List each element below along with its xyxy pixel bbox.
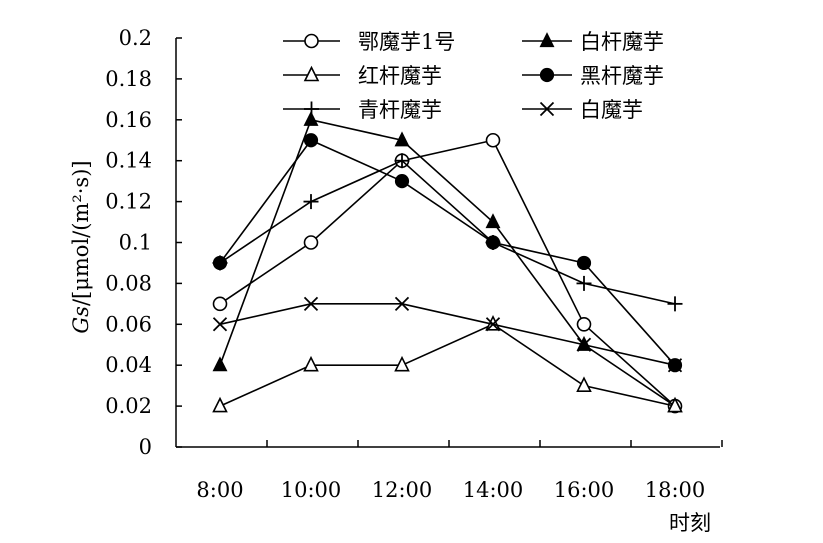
data-point [576, 376, 592, 392]
data-point [485, 317, 501, 332]
legend-item: 鄂魔芋1号 [283, 30, 455, 54]
x-tick-label: 14:00 [463, 478, 524, 502]
series-line [219, 303, 676, 366]
data-point [394, 131, 410, 147]
y-tick-label: 0.18 [105, 67, 152, 91]
y-tick-label: 0.1 [119, 231, 152, 255]
series-1 [212, 132, 683, 414]
data-point [303, 355, 319, 372]
series-5 [212, 153, 683, 312]
y-tick-label: 0.2 [119, 26, 152, 50]
legend-marker [539, 101, 555, 117]
legend-marker [539, 32, 555, 48]
x-tick-label: 12:00 [372, 478, 433, 502]
data-point [394, 296, 410, 311]
legend-item: 红杆魔芋 [283, 64, 442, 88]
data-point [303, 194, 319, 210]
data-point [485, 132, 501, 148]
data-point [394, 355, 410, 372]
legend-marker [539, 67, 555, 83]
series-line [219, 139, 676, 366]
legend-label: 红杆魔芋 [358, 64, 442, 88]
legend-item: 黑杆魔芋 [522, 64, 664, 88]
data-point [212, 396, 228, 413]
legend-label: 黑杆魔芋 [580, 64, 664, 88]
x-tick-label: 10:00 [281, 478, 342, 502]
x-tick-label: 16:00 [554, 478, 615, 502]
data-point [394, 153, 410, 169]
series-line [219, 139, 676, 407]
data-point [667, 358, 683, 373]
legend-item: 白杆魔芋 [522, 30, 664, 54]
y-tick-label: 0.14 [105, 149, 152, 173]
cross-marker-b [539, 101, 555, 117]
data-point [576, 275, 592, 291]
data-point [394, 174, 410, 189]
y-tick-label: 0.04 [105, 353, 152, 377]
data-point [212, 356, 228, 372]
series-3 [212, 315, 683, 413]
legend-label: 鄂魔芋1号 [358, 30, 455, 54]
cross-marker-b [394, 296, 410, 311]
y-tick-label: 0.02 [105, 394, 152, 418]
data-point [667, 396, 683, 413]
data-point [485, 235, 501, 250]
series-2 [212, 110, 683, 413]
y-axis-label-symbol: Gs [69, 306, 93, 334]
y-axis-label-unit: /[μmol/(m²·s)] [69, 160, 93, 306]
data-point [212, 296, 228, 312]
series-line [219, 159, 676, 305]
data-point [576, 337, 592, 352]
x-tick-label: 8:00 [196, 478, 243, 502]
y-tick-label: 0.12 [105, 190, 152, 214]
x-axis-label: 时刻 [669, 511, 711, 535]
legend-label: 白杆魔芋 [580, 30, 664, 54]
data-point [576, 255, 592, 271]
legend-item: 白魔芋 [522, 98, 643, 122]
data-point [212, 255, 228, 271]
data-point [212, 317, 228, 332]
data-point [576, 316, 592, 332]
data-point [303, 110, 319, 126]
legend-label: 白魔芋 [580, 98, 643, 122]
legend-label: 青杆魔芋 [358, 98, 442, 122]
legend-marker [304, 33, 319, 49]
cross-marker-b [485, 317, 501, 332]
legend-marker [303, 65, 320, 82]
cross-marker-b [212, 317, 228, 332]
data-point [303, 296, 319, 311]
y-tick-label: 0.16 [105, 108, 152, 132]
y-tick-label: 0.06 [105, 312, 152, 336]
series-line [219, 118, 676, 407]
series-4 [212, 133, 683, 373]
y-axis-label: Gs/[μmol/(m²·s)] [69, 160, 93, 333]
cross-marker-b [303, 296, 319, 311]
series-line [219, 323, 676, 407]
y-axis-ticks: 0 0.02 0.04 0.06 0.08 0.1 0.12 0.14 0.16 0.18 0.2 [105, 26, 182, 459]
series-group [212, 110, 683, 414]
data-point [303, 235, 319, 250]
cross-marker-b [576, 337, 592, 352]
legend-marker [304, 101, 319, 117]
cross-marker-b [667, 358, 683, 373]
data-point [303, 133, 319, 148]
x-axis-ticks: 8:00 10:00 12:00 14:00 16:00 18:00 [196, 440, 723, 502]
y-tick-label: 0 [139, 435, 152, 459]
data-point [667, 296, 683, 312]
series-6 [212, 296, 683, 373]
data-point [485, 213, 501, 229]
legend-item: 青杆魔芋 [283, 98, 442, 122]
x-tick-label: 18:00 [645, 478, 706, 502]
y-tick-label: 0.08 [105, 271, 152, 295]
